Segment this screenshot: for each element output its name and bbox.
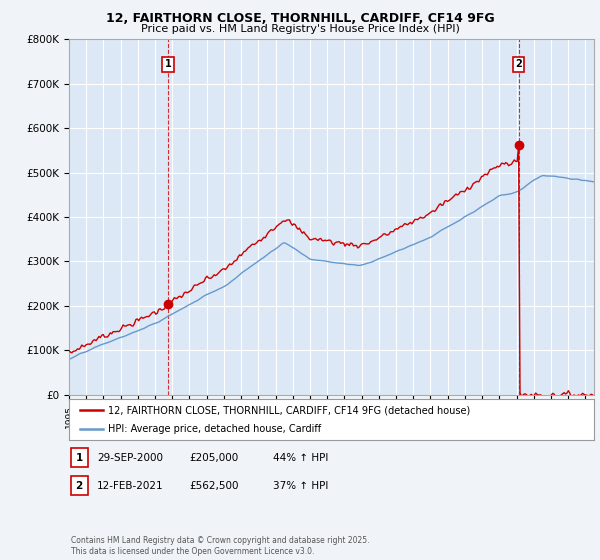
Text: Contains HM Land Registry data © Crown copyright and database right 2025.
This d: Contains HM Land Registry data © Crown c… (71, 536, 370, 556)
Text: 2: 2 (76, 480, 83, 491)
Text: 12, FAIRTHORN CLOSE, THORNHILL, CARDIFF, CF14 9FG (detached house): 12, FAIRTHORN CLOSE, THORNHILL, CARDIFF,… (109, 405, 470, 415)
Text: 1: 1 (164, 59, 172, 69)
Text: 44% ↑ HPI: 44% ↑ HPI (273, 452, 328, 463)
Text: 37% ↑ HPI: 37% ↑ HPI (273, 480, 328, 491)
Text: 12-FEB-2021: 12-FEB-2021 (97, 480, 164, 491)
Text: 29-SEP-2000: 29-SEP-2000 (97, 452, 163, 463)
Text: Price paid vs. HM Land Registry's House Price Index (HPI): Price paid vs. HM Land Registry's House … (140, 24, 460, 34)
Text: £205,000: £205,000 (189, 452, 238, 463)
Text: 12, FAIRTHORN CLOSE, THORNHILL, CARDIFF, CF14 9FG: 12, FAIRTHORN CLOSE, THORNHILL, CARDIFF,… (106, 12, 494, 25)
Text: £562,500: £562,500 (189, 480, 239, 491)
Text: HPI: Average price, detached house, Cardiff: HPI: Average price, detached house, Card… (109, 424, 322, 433)
Text: 2: 2 (515, 59, 522, 69)
Text: 1: 1 (76, 452, 83, 463)
